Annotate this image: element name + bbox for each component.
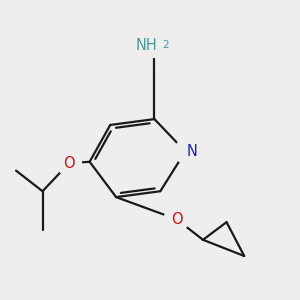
Text: O: O	[171, 212, 182, 227]
Circle shape	[57, 151, 81, 176]
Text: NH: NH	[136, 38, 158, 53]
Text: N: N	[187, 144, 198, 159]
Text: 2: 2	[162, 40, 168, 50]
Circle shape	[174, 139, 199, 164]
Circle shape	[145, 33, 170, 58]
Circle shape	[164, 207, 189, 232]
Text: O: O	[63, 156, 75, 171]
